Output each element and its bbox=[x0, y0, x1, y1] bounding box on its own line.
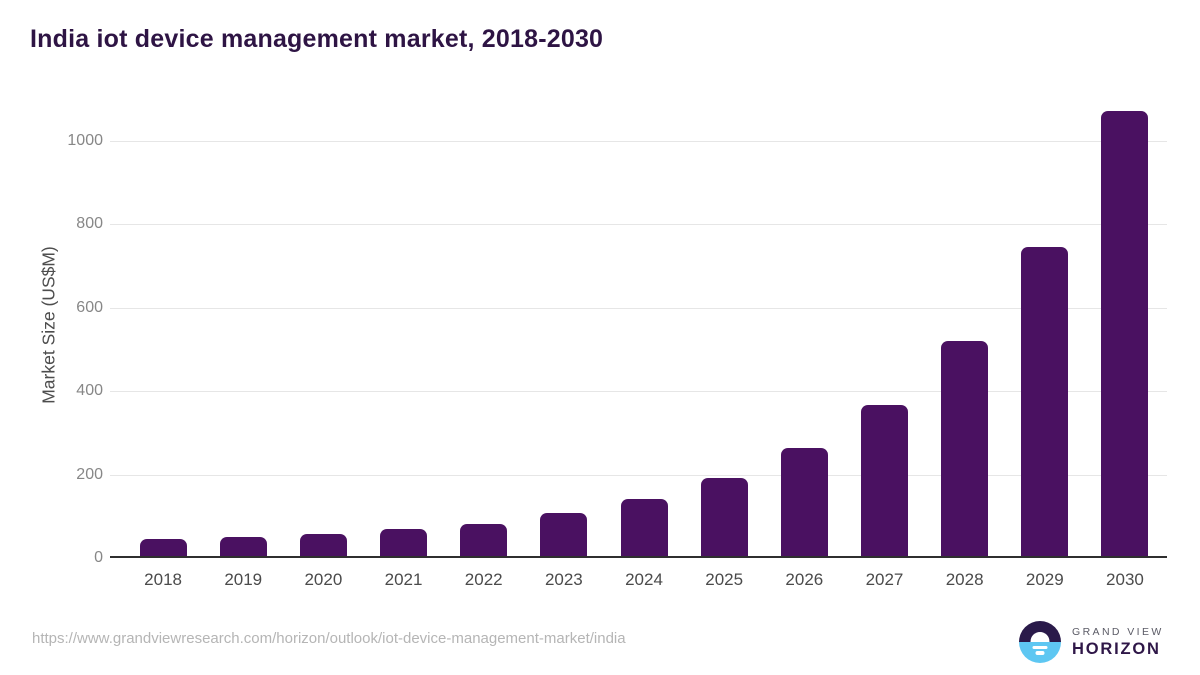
grand-view-horizon-logo-icon bbox=[1019, 621, 1061, 663]
x-tick-label: 2018 bbox=[144, 570, 182, 589]
bar-2019 bbox=[219, 536, 267, 556]
y-tick-label: 1000 bbox=[67, 131, 103, 149]
brand-name-top: GRAND VIEW bbox=[1072, 625, 1164, 638]
source-url: https://www.grandviewresearch.com/horizo… bbox=[32, 630, 626, 647]
y-tick-label: 600 bbox=[76, 298, 103, 316]
plot-area: 0 200 400 600 800 1000 bbox=[67, 99, 1167, 566]
x-tick-label: 2027 bbox=[865, 570, 904, 589]
x-tick-label: 2019 bbox=[224, 570, 263, 589]
bar-2020 bbox=[299, 533, 347, 556]
x-tick-label: 2029 bbox=[1025, 570, 1064, 589]
bar-2022 bbox=[460, 523, 508, 556]
brand-text: GRAND VIEW HORIZON bbox=[1072, 626, 1164, 659]
bar-2025 bbox=[700, 478, 748, 556]
logo-sky-half bbox=[1019, 621, 1061, 642]
bar-slot bbox=[203, 99, 283, 556]
bar-2029 bbox=[1021, 247, 1069, 556]
brand-name-bottom: HORIZON bbox=[1072, 639, 1161, 658]
bar-2024 bbox=[620, 498, 668, 556]
logo-sun-icon bbox=[1030, 632, 1050, 642]
bar-2021 bbox=[380, 529, 428, 556]
logo-reflection-line bbox=[1032, 645, 1048, 649]
x-tick-label: 2022 bbox=[464, 570, 503, 589]
y-axis-label: Market Size (US$M) bbox=[38, 246, 59, 404]
x-tick-label: 2026 bbox=[785, 570, 824, 589]
bar-slot bbox=[684, 99, 764, 556]
bar-slot bbox=[764, 99, 844, 556]
y-tick-label: 0 bbox=[94, 549, 103, 566]
bar-2023 bbox=[540, 512, 588, 556]
logo-reflection-line bbox=[1035, 651, 1045, 655]
y-tick-label: 800 bbox=[76, 215, 103, 233]
x-tick-label: 2020 bbox=[304, 570, 343, 589]
bar-2026 bbox=[780, 448, 828, 556]
bar-series bbox=[123, 99, 1165, 556]
gridline bbox=[110, 307, 1167, 309]
x-tick-label: 2023 bbox=[544, 570, 583, 589]
gridline bbox=[110, 224, 1167, 226]
bar-slot bbox=[1085, 99, 1165, 556]
x-tick-label: 2024 bbox=[625, 570, 663, 589]
bar-slot bbox=[1005, 99, 1085, 556]
gridline bbox=[110, 140, 1167, 142]
gridline bbox=[110, 474, 1167, 476]
bar-slot bbox=[363, 99, 443, 556]
bar-slot bbox=[283, 99, 363, 556]
chart-title: India iot device management market, 2018… bbox=[30, 25, 604, 53]
x-tick-label: 2030 bbox=[1106, 570, 1144, 589]
bar-slot bbox=[925, 99, 1005, 556]
x-tick-label: 2028 bbox=[945, 570, 984, 589]
bar-slot bbox=[123, 99, 203, 556]
brand-logo: GRAND VIEW HORIZON bbox=[1019, 621, 1164, 663]
bar-2018 bbox=[139, 538, 187, 556]
bar-slot bbox=[524, 99, 604, 556]
y-tick-label: 400 bbox=[76, 382, 103, 400]
x-axis-labels: 2018 2019 2020 2021 2022 2023 2024 2025 2026 2027… bbox=[123, 570, 1165, 590]
y-tick-label: 200 bbox=[76, 465, 103, 483]
x-tick-label: 2021 bbox=[384, 570, 423, 589]
x-tick-label: 2025 bbox=[705, 570, 744, 589]
bar-slot bbox=[444, 99, 524, 556]
gridline bbox=[110, 391, 1167, 393]
bar-2030 bbox=[1101, 111, 1149, 556]
bar-2027 bbox=[860, 404, 908, 556]
bar-slot bbox=[844, 99, 924, 556]
bar-slot bbox=[604, 99, 684, 556]
bar-2028 bbox=[941, 341, 989, 556]
